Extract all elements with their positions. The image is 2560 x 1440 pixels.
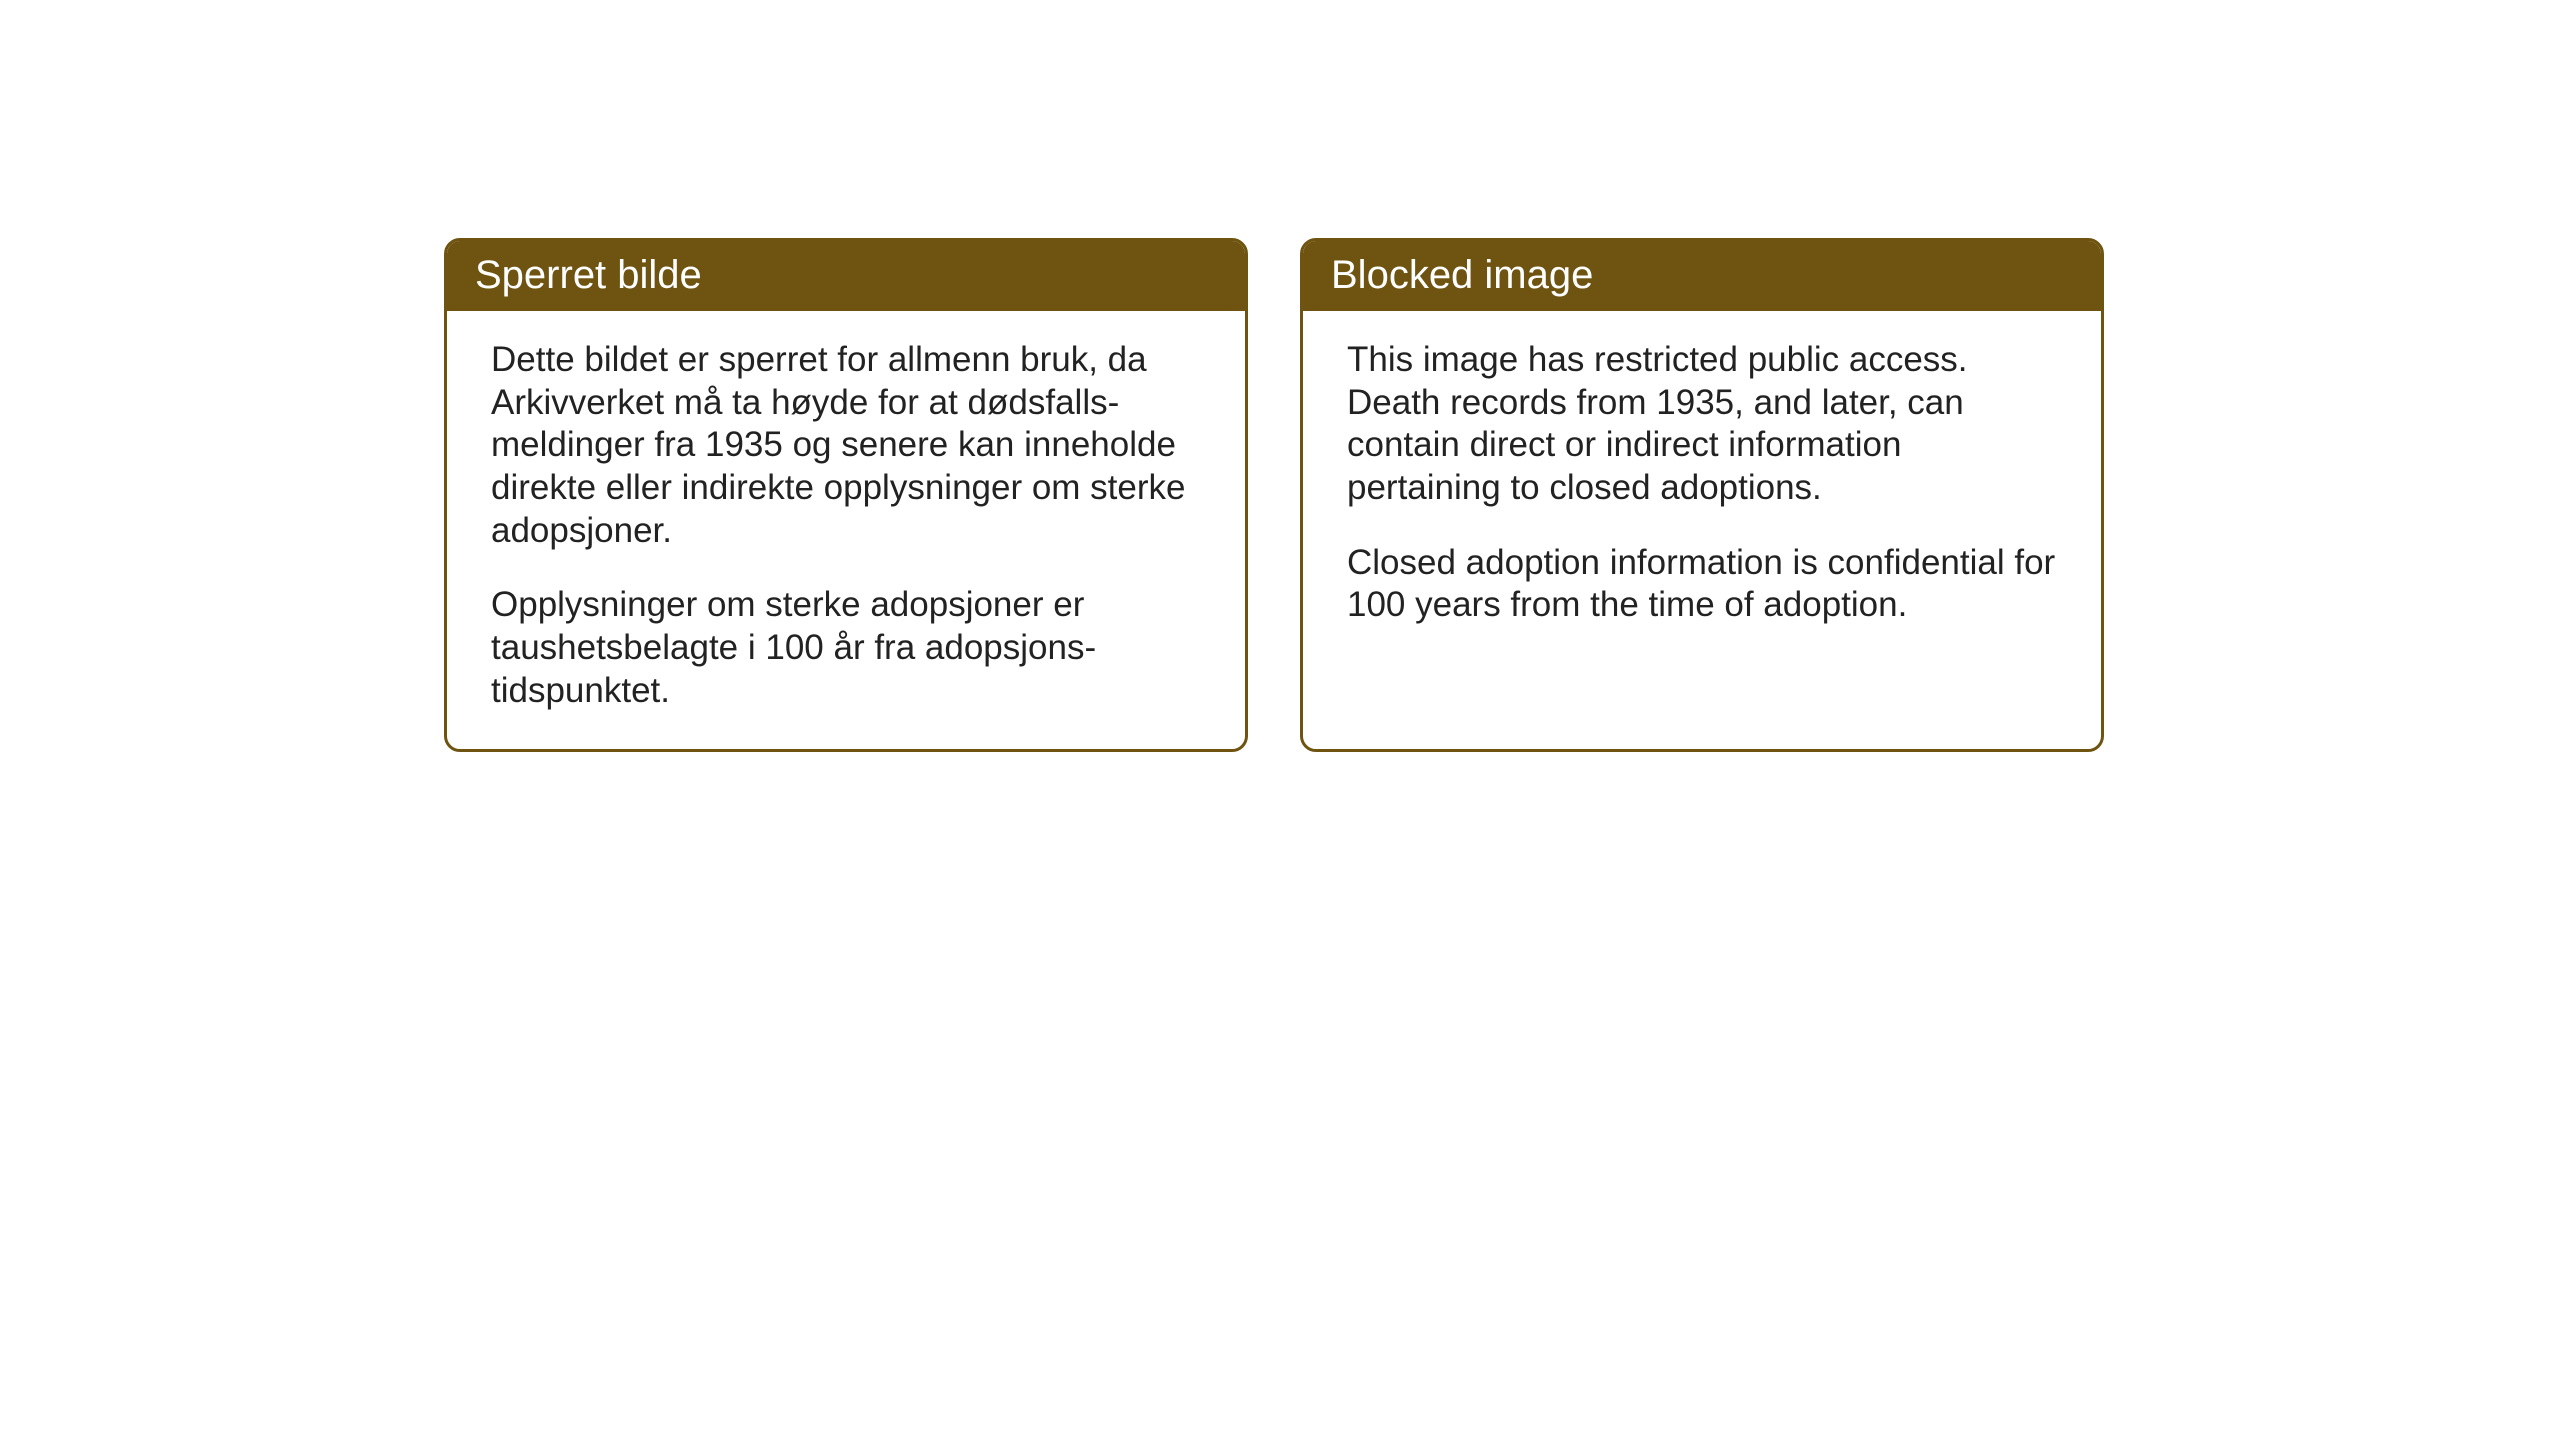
notice-card-norwegian: Sperret bilde Dette bildet er sperret fo…: [444, 238, 1248, 752]
card-title: Blocked image: [1303, 241, 2101, 311]
card-body: This image has restricted public access.…: [1303, 311, 2101, 749]
card-paragraph: This image has restricted public access.…: [1347, 339, 2057, 510]
card-title: Sperret bilde: [447, 241, 1245, 311]
card-body: Dette bildet er sperret for allmenn bruk…: [447, 311, 1245, 749]
card-paragraph: Closed adoption information is confident…: [1347, 542, 2057, 627]
notice-container: Sperret bilde Dette bildet er sperret fo…: [444, 238, 2104, 752]
card-paragraph: Opplysninger om sterke adopsjoner er tau…: [491, 584, 1201, 712]
notice-card-english: Blocked image This image has restricted …: [1300, 238, 2104, 752]
card-paragraph: Dette bildet er sperret for allmenn bruk…: [491, 339, 1201, 552]
